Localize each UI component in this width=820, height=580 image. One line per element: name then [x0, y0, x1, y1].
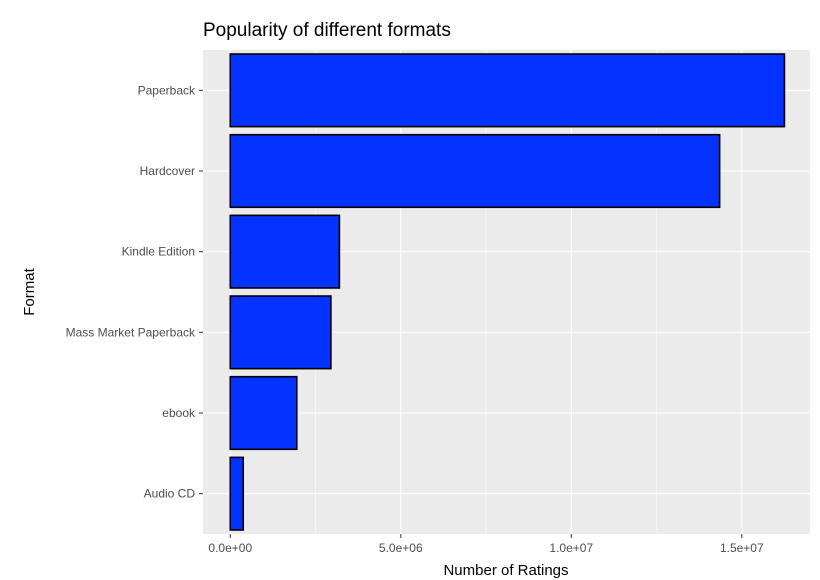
x-axis-title: Number of Ratings [443, 562, 568, 579]
bar-audio-cd [229, 456, 245, 531]
plot-panel [203, 50, 810, 534]
y-axis-title: Format [21, 267, 38, 315]
y-axis-ticks: Paperback Hardcover Kindle Edition Mass Mar… [66, 83, 203, 501]
bar-paperback [229, 53, 786, 128]
bars-layer [229, 53, 786, 531]
bar-hardcover [229, 133, 721, 209]
y-tick-label: Mass Market Paperback [66, 325, 196, 339]
x-tick-label: 0.0e+00 [208, 541, 252, 555]
y-tick-label: Audio CD [144, 487, 196, 501]
x-tick-label: 1.0e+07 [549, 541, 593, 555]
y-tick-label: ebook [162, 406, 196, 420]
x-axis-ticks: 0.0e+00 5.0e+06 1.0e+07 1.5e+07 [208, 534, 764, 555]
chart-title: Popularity of different formats [203, 20, 451, 41]
y-tick-label: Kindle Edition [122, 245, 195, 259]
y-tick-label: Hardcover [140, 164, 195, 178]
bar-kindle-edition [229, 214, 341, 289]
bar-ebook [229, 375, 298, 451]
bar-mass-market-paperback [229, 295, 332, 370]
x-tick-label: 1.5e+07 [720, 541, 764, 555]
y-tick-label: Paperback [138, 83, 196, 97]
x-tick-label: 5.0e+06 [379, 541, 423, 555]
